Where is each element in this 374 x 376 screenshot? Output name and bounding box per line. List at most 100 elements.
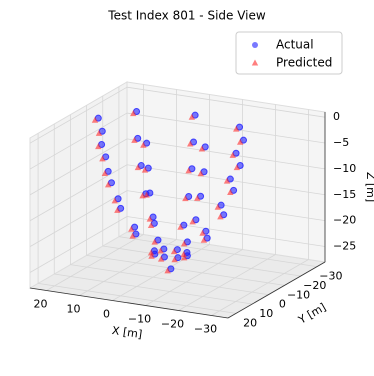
x-axis-label: X [m] <box>111 324 143 341</box>
z-tick-label: 0 <box>333 110 340 123</box>
point <box>151 238 158 245</box>
x-tick-label: −30 <box>194 323 217 336</box>
chart-title: Test Index 801 - Side View <box>107 9 266 23</box>
grid-line <box>211 259 309 316</box>
point <box>95 143 102 150</box>
point <box>111 197 118 204</box>
legend-box <box>235 31 343 75</box>
y-tick-label: 0 <box>279 298 286 311</box>
point <box>233 125 240 132</box>
point <box>129 232 136 239</box>
y-tick-label: 20 <box>243 316 257 329</box>
grid-line <box>29 190 128 247</box>
back-pane <box>126 81 326 263</box>
grid-line <box>178 254 276 311</box>
point <box>227 188 234 195</box>
point <box>187 140 194 147</box>
legend-marker <box>252 42 258 48</box>
point <box>99 155 106 162</box>
grid-line <box>29 164 128 222</box>
x-tick-label: 0 <box>103 308 110 321</box>
y-tick-label: 10 <box>259 307 273 320</box>
point <box>171 256 178 263</box>
x-tick-label: 10 <box>67 303 81 316</box>
point <box>101 169 109 176</box>
point <box>180 240 188 247</box>
point <box>157 255 165 262</box>
point <box>237 138 244 145</box>
grid-line <box>38 282 237 314</box>
grid-line <box>112 244 210 301</box>
point <box>148 252 155 259</box>
point <box>147 249 155 256</box>
point <box>177 223 184 230</box>
grid-line <box>29 112 128 170</box>
x-tick-label: −20 <box>161 318 184 331</box>
point <box>197 170 204 177</box>
point <box>233 164 241 171</box>
point <box>185 167 192 174</box>
grid-line <box>126 138 326 170</box>
point <box>141 166 149 173</box>
grid-line <box>145 249 243 306</box>
z-tick-label: −15 <box>333 188 356 201</box>
point <box>223 177 231 184</box>
z-tick-label: −10 <box>333 162 356 175</box>
point <box>143 191 150 198</box>
y-axis-line <box>227 261 326 319</box>
point <box>134 164 142 171</box>
x-tick-label: −10 <box>128 313 151 326</box>
point <box>229 151 236 158</box>
grid-line <box>29 138 128 196</box>
grid-line <box>29 216 128 273</box>
grid-line <box>29 86 128 144</box>
point <box>139 192 146 199</box>
point <box>199 229 206 236</box>
point <box>170 248 178 255</box>
point <box>182 195 189 202</box>
point <box>114 206 121 213</box>
point <box>188 113 196 120</box>
grid-line <box>126 190 326 222</box>
grid-line <box>126 216 326 247</box>
point <box>104 181 112 188</box>
point <box>189 218 196 225</box>
grid-line <box>126 112 326 144</box>
point <box>130 110 137 117</box>
z-tick-label: −25 <box>333 239 356 252</box>
z-tick-label: −20 <box>333 214 356 227</box>
legend-label: Predicted <box>276 56 332 70</box>
point <box>140 141 147 148</box>
point <box>95 129 103 136</box>
grid-line <box>54 273 253 305</box>
x-axis-line <box>29 287 229 319</box>
grid-line <box>46 234 144 291</box>
grid-line <box>70 264 269 296</box>
legend-marker <box>251 59 259 66</box>
point <box>180 254 188 261</box>
point <box>200 236 208 243</box>
point <box>180 251 187 258</box>
point <box>147 221 155 228</box>
y-tick-label: −10 <box>287 288 310 301</box>
grid-line <box>118 236 317 268</box>
z-axis-label: Z [m] <box>364 172 374 202</box>
point <box>157 247 164 254</box>
point <box>217 213 224 220</box>
y-tick-label: −20 <box>303 279 326 292</box>
grid-line <box>102 245 301 277</box>
point <box>128 225 135 232</box>
point <box>91 116 99 123</box>
point <box>131 136 138 143</box>
point <box>164 267 171 274</box>
grid-line <box>86 254 285 286</box>
point <box>194 194 201 201</box>
grid-line <box>126 86 326 118</box>
y-tick-label: −30 <box>319 270 342 283</box>
point <box>146 215 154 222</box>
z-tick-label: −5 <box>333 136 349 149</box>
point <box>214 203 222 210</box>
legend-label: Actual <box>276 38 314 52</box>
point <box>198 145 206 152</box>
